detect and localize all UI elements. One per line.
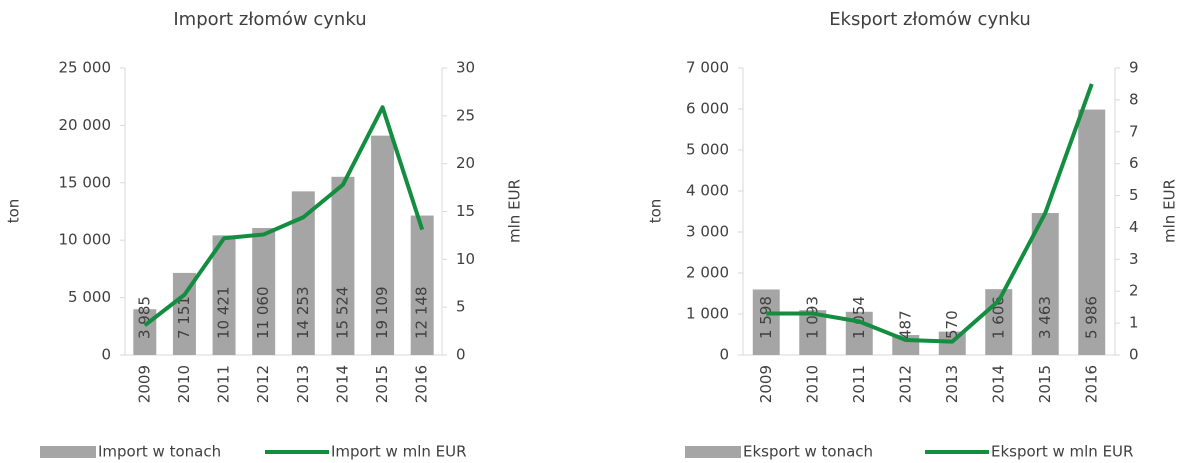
bar <box>291 191 315 355</box>
y-tick-label: 25 000 <box>59 59 112 77</box>
y2-tick-label: 2 <box>1129 282 1139 300</box>
y-axis-title: ton <box>5 199 23 224</box>
x-tick-label: 2015 <box>373 365 391 403</box>
x-tick-label: 2010 <box>803 365 821 403</box>
y-tick-label: 10 000 <box>59 231 112 249</box>
y2-tick-label: 0 <box>1129 346 1139 364</box>
x-tick-label: 2014 <box>989 365 1007 403</box>
y2-tick-label: 8 <box>1129 90 1139 108</box>
line <box>766 83 1094 344</box>
y-tick-label: 6 000 <box>686 100 729 118</box>
legend-label: Import w mln EUR <box>331 443 467 461</box>
line <box>143 105 425 327</box>
value-label: 7 151 <box>175 296 193 339</box>
value-label: 487 <box>896 310 914 339</box>
bar <box>212 235 236 355</box>
x-tick-label: 2009 <box>757 365 775 403</box>
value-label: 1 093 <box>803 296 821 339</box>
bar <box>1078 109 1106 355</box>
bar <box>410 215 434 355</box>
legend-swatch <box>685 446 741 458</box>
chart-title: Import złomów cynku <box>173 9 366 30</box>
y-axis-title: ton <box>647 199 665 224</box>
x-tick-label: 2016 <box>413 365 431 403</box>
y2-tick-label: 3 <box>1129 250 1139 268</box>
value-label: 3 463 <box>1036 296 1054 339</box>
y-tick-label: 3 000 <box>686 223 729 241</box>
x-tick-label: 2014 <box>333 365 351 403</box>
value-label: 15 524 <box>333 287 351 340</box>
y-tick-label: 0 <box>719 346 729 364</box>
y2-tick-label: 9 <box>1129 59 1139 77</box>
x-tick-label: 2013 <box>294 365 312 403</box>
value-label: 10 421 <box>215 287 233 340</box>
y2-tick-label: 15 <box>456 202 475 220</box>
legend-swatch <box>40 446 96 458</box>
value-label: 1 054 <box>850 296 868 339</box>
bar <box>1031 213 1059 355</box>
x-tick-label: 2011 <box>850 365 868 403</box>
chart-title: Eksport złomów cynku <box>829 9 1031 30</box>
y-tick-label: 15 000 <box>59 173 112 191</box>
legend-label: Eksport w mln EUR <box>991 443 1133 461</box>
x-tick-label: 2011 <box>215 365 233 403</box>
bar <box>799 310 827 355</box>
x-tick-label: 2010 <box>175 365 193 403</box>
value-label: 570 <box>943 310 961 339</box>
y-tick-label: 2 000 <box>686 264 729 282</box>
y-tick-label: 0 <box>101 346 111 364</box>
legend-label: Import w tonach <box>98 443 221 461</box>
y2-tick-label: 4 <box>1129 218 1139 236</box>
y2-tick-label: 25 <box>456 106 475 124</box>
y2-axis-title: mln EUR <box>506 179 524 243</box>
bar <box>331 176 355 355</box>
y2-tick-label: 20 <box>456 154 475 172</box>
y-tick-label: 4 000 <box>686 182 729 200</box>
y2-tick-label: 7 <box>1129 122 1139 140</box>
value-label: 12 148 <box>413 287 431 340</box>
x-tick-label: 2012 <box>896 365 914 403</box>
y2-tick-label: 5 <box>1129 186 1139 204</box>
bar <box>172 272 196 355</box>
bar <box>752 289 780 355</box>
value-label: 5 986 <box>1082 296 1100 339</box>
value-label: 3 985 <box>135 296 153 339</box>
x-tick-label: 2009 <box>135 365 153 403</box>
y-tick-label: 20 000 <box>59 116 112 134</box>
value-label: 1 598 <box>757 296 775 339</box>
bar <box>252 228 276 355</box>
bar <box>371 135 395 355</box>
value-label: 14 253 <box>294 287 312 340</box>
x-tick-label: 2015 <box>1036 365 1054 403</box>
y2-tick-label: 10 <box>456 250 475 268</box>
y-tick-label: 1 000 <box>686 305 729 323</box>
x-tick-label: 2012 <box>254 365 272 403</box>
x-tick-label: 2013 <box>943 365 961 403</box>
y2-tick-label: 6 <box>1129 154 1139 172</box>
y2-axis-title: mln EUR <box>1161 179 1179 243</box>
y2-tick-label: 1 <box>1129 314 1139 332</box>
y2-tick-label: 5 <box>456 298 466 316</box>
legend-label: Eksport w tonach <box>743 443 873 461</box>
y2-tick-label: 30 <box>456 59 475 77</box>
value-label: 19 109 <box>373 287 391 340</box>
x-tick-label: 2016 <box>1082 365 1100 403</box>
y-tick-label: 7 000 <box>686 59 729 77</box>
y-tick-label: 5 000 <box>686 141 729 159</box>
value-label: 11 060 <box>254 287 272 340</box>
y2-tick-label: 0 <box>456 346 466 364</box>
y-tick-label: 5 000 <box>68 288 111 306</box>
